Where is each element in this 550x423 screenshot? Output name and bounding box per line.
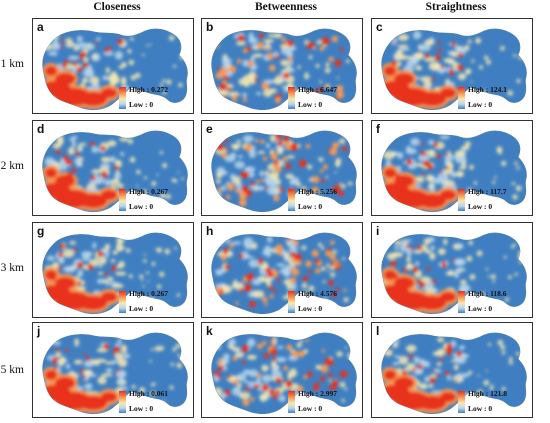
legend-high-label: High : 0.267 xyxy=(129,187,168,196)
map-panel-i: i High : 118.6 Low : 0 xyxy=(371,222,533,318)
legend-high-label: High : 5.256 xyxy=(298,187,337,196)
panel-label-h: h xyxy=(206,224,214,238)
legend-color-ramp xyxy=(458,189,465,211)
heatmap-d xyxy=(42,130,188,213)
legend-color-ramp xyxy=(288,391,295,413)
legend-low-label: Low : 0 xyxy=(298,100,323,109)
row-header-1km: 1 km xyxy=(0,58,24,70)
legend: High : 2.997 Low : 0 xyxy=(288,389,360,415)
map-panel-c: c High : 124.1 Low : 0 xyxy=(371,18,533,114)
map-panel-d: d High : 0.267 Low : 0 xyxy=(32,120,194,216)
heat-layer xyxy=(42,338,185,413)
map-panel-j: j High : 0.061 Low : 0 xyxy=(32,322,194,418)
legend-low-label: Low : 0 xyxy=(298,404,323,413)
map-panel-f: f High : 117.7 Low : 0 xyxy=(371,120,533,216)
legend-high-label: High : 124.1 xyxy=(468,85,507,94)
legend-color-ramp xyxy=(288,291,295,313)
map-panel-g: g High : 0.267 Low : 0 xyxy=(32,222,194,318)
row-header-3km: 3 km xyxy=(0,262,24,274)
panel-label-j: j xyxy=(37,324,41,338)
legend-low-label: Low : 0 xyxy=(129,404,154,413)
heat-layer xyxy=(214,133,353,207)
legend: High : 6.647 Low : 0 xyxy=(288,85,360,111)
heat-layer xyxy=(42,236,181,313)
heatmap-g xyxy=(42,232,188,315)
legend: High : 0.267 Low : 0 xyxy=(119,289,191,315)
legend-high-label: High : 117.7 xyxy=(468,187,507,196)
legend-low-label: Low : 0 xyxy=(468,404,493,413)
legend-high-label: High : 0.061 xyxy=(129,389,168,398)
heatmap-b xyxy=(211,28,357,111)
heat-layer xyxy=(212,236,349,308)
legend-low-label: Low : 0 xyxy=(298,304,323,313)
legend: High : 117.7 Low : 0 xyxy=(458,187,530,213)
legend-low-label: Low : 0 xyxy=(129,100,154,109)
legend: High : 5.256 Low : 0 xyxy=(288,187,360,213)
map-panel-b: b High : 6.647 Low : 0 xyxy=(201,18,363,114)
legend: High : 4.576 Low : 0 xyxy=(288,289,360,315)
panel-label-e: e xyxy=(206,122,213,136)
panel-label-l: l xyxy=(376,324,380,338)
legend-high-label: High : 0.267 xyxy=(129,289,168,298)
panel-label-a: a xyxy=(37,20,44,34)
column-header-straightness: Straightness xyxy=(425,1,487,13)
panel-label-i: i xyxy=(376,224,380,238)
legend-low-label: Low : 0 xyxy=(129,304,154,313)
row-header-5km: 5 km xyxy=(0,364,24,376)
legend-low-label: Low : 0 xyxy=(468,100,493,109)
panel-label-f: f xyxy=(376,122,380,136)
legend-color-ramp xyxy=(458,87,465,109)
panel-label-c: c xyxy=(376,20,383,34)
heatmap-f xyxy=(381,130,527,213)
legend-color-ramp xyxy=(288,87,295,109)
legend-low-label: Low : 0 xyxy=(468,304,493,313)
legend: High : 124.1 Low : 0 xyxy=(458,85,530,111)
heat-layer xyxy=(215,32,350,104)
column-header-betweenness: Betweenness xyxy=(255,1,317,13)
legend-high-label: High : 0.272 xyxy=(129,85,168,94)
heatmap-e xyxy=(211,130,357,213)
map-panel-l: l High : 121.8 Low : 0 xyxy=(371,322,533,418)
legend-low-label: Low : 0 xyxy=(129,202,154,211)
heat-layer xyxy=(213,336,354,407)
legend: High : 118.6 Low : 0 xyxy=(458,289,530,315)
panel-label-k: k xyxy=(206,324,213,338)
heatmap-j xyxy=(42,332,188,415)
map-panel-h: h High : 4.576 Low : 0 xyxy=(201,222,363,318)
heatmap-k xyxy=(211,332,357,415)
column-header-closeness: Closeness xyxy=(93,1,141,13)
heatmap-c xyxy=(381,28,527,111)
legend-low-label: Low : 0 xyxy=(298,202,323,211)
legend-color-ramp xyxy=(119,391,126,413)
legend-high-label: High : 121.8 xyxy=(468,389,507,398)
legend-color-ramp xyxy=(119,87,126,109)
legend-high-label: High : 2.997 xyxy=(298,389,337,398)
heatmap-h xyxy=(211,232,357,315)
legend-color-ramp xyxy=(458,291,465,313)
legend-high-label: High : 118.6 xyxy=(468,289,507,298)
legend-high-label: High : 6.647 xyxy=(298,85,337,94)
heatmap-l xyxy=(381,332,527,415)
panel-label-d: d xyxy=(37,122,45,136)
heatmap-i xyxy=(381,232,527,315)
legend-color-ramp xyxy=(119,291,126,313)
legend: High : 0.272 Low : 0 xyxy=(119,85,191,111)
heat-layer xyxy=(42,33,185,109)
map-panel-e: e High : 5.256 Low : 0 xyxy=(201,120,363,216)
legend-color-ramp xyxy=(119,189,126,211)
row-header-2km: 2 km xyxy=(0,160,24,172)
legend-color-ramp xyxy=(458,391,465,413)
legend: High : 0.061 Low : 0 xyxy=(119,389,191,415)
legend-color-ramp xyxy=(288,189,295,211)
map-panel-k: k High : 2.997 Low : 0 xyxy=(201,322,363,418)
map-panel-a: a High : 0.272 Low : 0 xyxy=(32,18,194,114)
legend-low-label: Low : 0 xyxy=(468,202,493,211)
legend-high-label: High : 4.576 xyxy=(298,289,337,298)
panel-label-b: b xyxy=(206,20,214,34)
heatmap-a xyxy=(42,28,188,111)
panel-label-g: g xyxy=(37,224,45,238)
legend: High : 0.267 Low : 0 xyxy=(119,187,191,213)
legend: High : 121.8 Low : 0 xyxy=(458,389,530,415)
